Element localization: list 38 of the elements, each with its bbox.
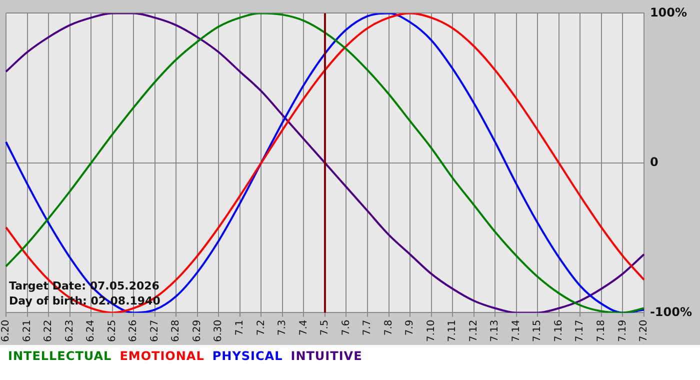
text: INTUITIVE xyxy=(290,349,362,363)
x-tick-label: 7.11 xyxy=(447,320,458,342)
x-tick-label: 6.28 xyxy=(170,320,182,342)
x-tick-label: 6.24 xyxy=(86,320,97,342)
x-tick-label: 6.22 xyxy=(43,320,54,342)
x-tick-label: 6.25 xyxy=(106,320,118,342)
text: PHYSICAL xyxy=(212,349,283,363)
x-tick-label: 7.12 xyxy=(468,320,480,342)
x-tick-label: 7.15 xyxy=(532,320,544,342)
x-tick-label: 6.26 xyxy=(128,320,140,342)
x-tick-label: 7.10 xyxy=(426,320,437,342)
x-tick-label: 6.20 xyxy=(0,320,12,342)
x-tick-label: 7.18 xyxy=(596,320,608,342)
y-tick-label: 0 xyxy=(650,155,658,170)
x-tick-label: 6.29 xyxy=(192,320,203,342)
text: EMOTIONAL xyxy=(120,349,204,363)
x-tick-label: 6.30 xyxy=(213,320,224,342)
x-tick-label: 7.8 xyxy=(383,320,394,336)
x-tick-label: 7.14 xyxy=(510,320,522,342)
x-tick-label: 6.23 xyxy=(64,320,76,342)
x-tick-label: 6.27 xyxy=(149,320,160,342)
x-tick-label: 7.17 xyxy=(574,320,586,342)
x-tick-label: 6.21 xyxy=(22,320,33,342)
x-tick-label: 7.20 xyxy=(638,320,650,342)
x-tick-label: 7.5 xyxy=(320,320,331,336)
y-tick-label: -100% xyxy=(650,304,692,319)
x-tick-label: 7.7 xyxy=(362,320,374,336)
x-tick-label: 7.6 xyxy=(340,320,352,336)
x-tick-label: 7.13 xyxy=(490,320,501,342)
x-tick-label: 7.19 xyxy=(617,320,628,342)
x-tick-label: 7.3 xyxy=(277,320,288,336)
x-tick-label: 7.9 xyxy=(404,320,416,336)
text: INTELLECTUAL xyxy=(8,349,112,363)
x-tick-label: 7.2 xyxy=(256,320,267,336)
x-tick-label: 7.4 xyxy=(298,320,310,336)
y-tick-label: 100% xyxy=(650,5,688,20)
x-tick-label: 7.1 xyxy=(234,320,246,336)
x-tick-label: 7.16 xyxy=(553,320,564,342)
